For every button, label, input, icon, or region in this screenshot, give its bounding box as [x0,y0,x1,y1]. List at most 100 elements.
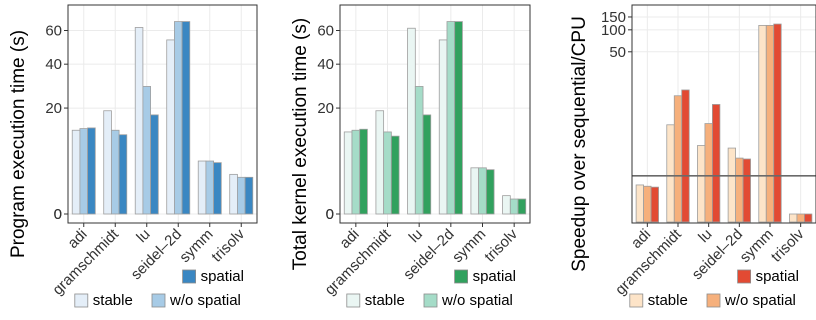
legend-swatch [151,293,166,308]
y-tick-label: 60 [317,23,334,40]
legend-label: stable [648,292,688,309]
legend-swatch [706,293,721,308]
y-tick-label: 40 [45,56,62,73]
x-tick-label: lu [133,226,153,246]
bar-wospatial-1 [673,95,683,223]
bars [343,21,527,215]
x-tick-label: symm [176,226,216,266]
x-tick-label: lu [406,226,426,246]
bar-stable-5 [789,213,798,223]
y-tick-label: 60 [45,23,62,40]
bar-stable-5 [229,173,238,215]
legend-label: stable [365,292,405,309]
bar-wospatial-0 [351,129,361,215]
y-tick-label: 0 [326,206,334,223]
bar-spatial-0 [650,186,659,223]
legend-swatch [423,293,438,308]
bar-wospatial-2 [704,123,713,223]
legend-label: stable [93,292,133,309]
bar-wospatial-3 [735,157,744,223]
bar-stable-2 [134,27,144,215]
plot-frame [631,4,816,224]
legend-label: spatial [201,268,244,285]
bar-spatial-2 [422,114,432,215]
bars [71,21,254,215]
bar-spatial-0 [359,128,368,215]
legend-swatch [454,269,469,284]
bar-wospatial-5 [237,176,246,215]
bar-spatial-5 [804,213,813,223]
legend-swatch [182,269,197,284]
bar-wospatial-0 [643,185,652,223]
bar-stable-2 [407,27,416,215]
y-tick-label: 0 [326,206,334,223]
bar-stable-3 [438,39,448,215]
bars [635,23,813,223]
y-tick-label: 20 [317,100,334,117]
bar-wospatial-1 [383,131,392,215]
bar-spatial-4 [485,169,495,215]
legend: spatial w/o spatial stable [346,268,516,309]
bar-stable-2 [697,145,706,223]
bar-wospatial-4 [478,167,487,215]
legend-label: w/o spatial [724,292,796,309]
bar-stable-0 [71,129,81,215]
legend-swatch [629,293,644,308]
x-tick-label: symm [737,226,777,266]
bar-wospatial-4 [205,160,214,215]
bar-spatial-4 [773,23,782,223]
legend-label: w/o spatial [441,292,513,309]
bar-spatial-1 [390,135,400,215]
x-tick-label: lu [695,226,715,246]
y-tick-label: 20 [45,100,62,117]
bar-stable-5 [502,195,511,215]
bar-spatial-4 [213,162,222,215]
y-axis-title: Speedup over sequential/CPU [569,16,590,272]
plot-area [68,5,257,223]
bar-wospatial-1 [111,129,120,215]
bar-wospatial-5 [796,213,805,223]
x-tick-label: trisolv [481,225,521,265]
bar-stable-3 [727,147,736,223]
bar-wospatial-4 [765,24,775,223]
bar-wospatial-3 [446,21,456,215]
bar-stable-4 [197,160,207,215]
bar-wospatial-5 [509,198,519,215]
legend-label: spatial [473,268,516,285]
y-tick-label: 150 [601,9,626,26]
y-axis-title: Program execution time (s) [8,30,29,258]
bar-spatial-3 [454,21,463,215]
bar-stable-1 [103,110,112,215]
bar-stable-1 [666,124,675,223]
gridlines [68,5,257,223]
bar-spatial-2 [150,114,159,215]
x-tick-label: trisolv [768,225,808,265]
bar-wospatial-3 [174,21,183,215]
bar-stable-4 [758,24,767,223]
bar-spatial-0 [87,127,96,215]
legend-label: w/o spatial [169,292,241,309]
bar-spatial-1 [681,89,690,223]
bar-spatial-2 [712,104,721,223]
legend: spatial w/o spatial stable [74,268,244,309]
bar-spatial-5 [244,176,254,215]
gridlines [340,5,530,223]
bar-stable-0 [635,184,644,223]
y-tick-label: 0 [54,206,62,223]
bar-spatial-5 [517,198,527,215]
bar-spatial-1 [118,134,128,215]
x-tick-label: symm [449,226,489,266]
y-tick-label: 40 [317,56,334,73]
plot-area [340,5,530,223]
plot-frame [339,4,531,224]
bar-wospatial-2 [414,86,424,215]
legend-swatch [74,293,89,308]
y-tick-label: 50 [609,44,626,61]
